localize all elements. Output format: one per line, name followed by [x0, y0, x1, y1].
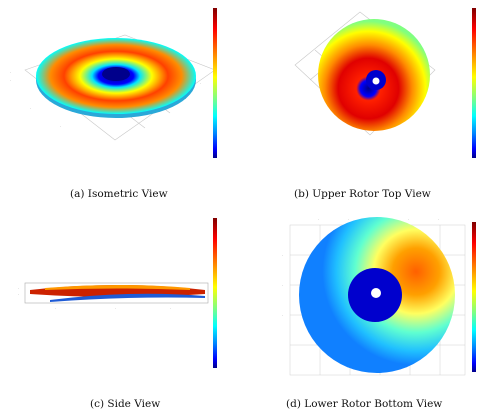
svg-text:·: ·: [115, 307, 116, 311]
lower-rotor-disk-plot: ··· ·· ···: [282, 217, 466, 376]
panel-side-view: · · · · · (c) Side View: [0, 210, 240, 415]
side-view-lower-surface: [50, 293, 205, 302]
svg-text:·: ·: [18, 287, 19, 291]
svg-text:·: ·: [60, 125, 61, 129]
svg-text:·: ·: [200, 82, 201, 86]
upper-rotor-disk-plot: [294, 11, 436, 136]
panel-isometric: · · · · · · (a) Isometric View: [0, 0, 240, 205]
svg-text:·: ·: [282, 314, 283, 318]
isometric-hub: [102, 67, 130, 81]
svg-text:·: ·: [282, 254, 283, 258]
colorbar-side-view: [213, 218, 217, 368]
side-view-upper-surface-highlight: [45, 285, 190, 290]
panel-upper-rotor-top: (b) Upper Rotor Top View: [240, 0, 477, 205]
svg-text:·: ·: [438, 218, 439, 222]
colorbar-isometric: [213, 8, 217, 158]
svg-text:·: ·: [282, 284, 283, 288]
colorbar-lower-rotor: [472, 222, 476, 372]
svg-text:·: ·: [170, 307, 171, 311]
svg-text:·: ·: [30, 107, 31, 111]
isometric-disk-plot: · · · · · ·: [10, 34, 216, 141]
caption-isometric: (a) Isometric View: [70, 188, 168, 200]
panel-lower-rotor-bottom: ··· ·· ··· (d) Lower Rotor Bottom View: [240, 210, 477, 415]
svg-text:·: ·: [10, 71, 11, 75]
lower-rotor-hub-hole: [371, 288, 381, 298]
svg-text:·: ·: [55, 307, 56, 311]
colorbar-upper-rotor: [472, 8, 476, 158]
svg-text:·: ·: [318, 218, 319, 222]
caption-lower-rotor: (d) Lower Rotor Bottom View: [286, 398, 443, 410]
side-view-plot: · · · · ·: [18, 282, 209, 311]
caption-side-view: (c) Side View: [90, 398, 161, 410]
upper-rotor-hub-hole: [372, 77, 380, 85]
caption-upper-rotor: (b) Upper Rotor Top View: [294, 188, 431, 200]
svg-text:·: ·: [18, 293, 19, 297]
svg-text:·: ·: [185, 97, 186, 101]
isometric-tick-labels: · · · · · ·: [10, 71, 201, 129]
side-view-frame: [24, 282, 209, 304]
svg-text:·: ·: [348, 218, 349, 222]
side-view-tick-labels: · · · · ·: [18, 287, 171, 311]
svg-text:·: ·: [10, 79, 11, 83]
svg-text:·: ·: [408, 218, 409, 222]
